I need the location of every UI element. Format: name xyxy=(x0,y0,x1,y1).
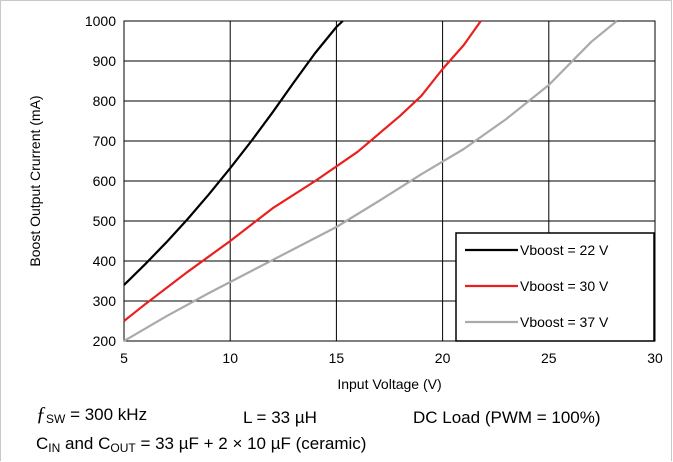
x-tick-label: 30 xyxy=(647,350,663,366)
y-axis-label: Boost Output Crurrent (mA) xyxy=(27,95,43,266)
x-tick-label: 10 xyxy=(222,350,238,366)
y-tick-label: 1000 xyxy=(85,13,116,29)
inductance-note: L = 33 µH xyxy=(243,408,317,428)
capacitor-value: = 33 µF + 2 × 10 µF (ceramic) xyxy=(135,434,367,453)
series-lines xyxy=(123,20,618,342)
capacitor-note: CIN and COUT = 33 µF + 2 × 10 µF (cerami… xyxy=(36,434,366,455)
legend-label-1: Vboost = 22 V xyxy=(520,242,609,258)
load-value: DC Load (PWM = 100%) xyxy=(413,408,601,427)
cout-subscript: OUT xyxy=(110,441,136,455)
tick-labels: 5 10 15 20 25 30 200 300 400 500 600 700 800 900 1000 xyxy=(85,13,663,366)
y-tick-label: 600 xyxy=(93,173,117,189)
x-axis-label: Input Voltage (V) xyxy=(337,376,441,392)
grid xyxy=(123,20,656,342)
fsw-subscript: SW xyxy=(46,412,66,426)
x-tick-label: 20 xyxy=(435,350,451,366)
y-tick-label: 900 xyxy=(93,53,117,69)
series-line-1 xyxy=(123,20,344,286)
legend: Vboost = 22 V Vboost = 30 V Vboost = 37 V xyxy=(455,232,655,342)
legend-label-3: Vboost = 37 V xyxy=(520,314,609,330)
x-tick-label: 5 xyxy=(120,350,128,366)
cout-letter: and C xyxy=(60,434,111,453)
cin-letter: C xyxy=(36,434,49,453)
x-tick-label: 25 xyxy=(541,350,557,366)
legend-label-2: Vboost = 30 V xyxy=(520,278,609,294)
cin-subscript: IN xyxy=(48,441,61,455)
series-line-2 xyxy=(123,20,482,322)
x-tick-label: 15 xyxy=(329,350,345,366)
y-tick-label: 700 xyxy=(93,133,117,149)
fsw-value: = 300 kHz xyxy=(65,405,148,424)
switching-frequency-note: ƒSW = 300 kHz xyxy=(36,403,147,426)
fsw-symbol: ƒ xyxy=(36,403,46,425)
y-tick-label: 500 xyxy=(93,213,117,229)
inductance-value: L = 33 µH xyxy=(243,408,317,427)
y-tick-label: 200 xyxy=(93,333,117,349)
load-note: DC Load (PWM = 100%) xyxy=(413,408,601,428)
y-tick-label: 400 xyxy=(93,253,117,269)
y-tick-label: 300 xyxy=(93,293,117,309)
plot-area-border xyxy=(123,20,656,342)
series-line-3 xyxy=(123,20,618,342)
y-tick-label: 800 xyxy=(93,93,117,109)
